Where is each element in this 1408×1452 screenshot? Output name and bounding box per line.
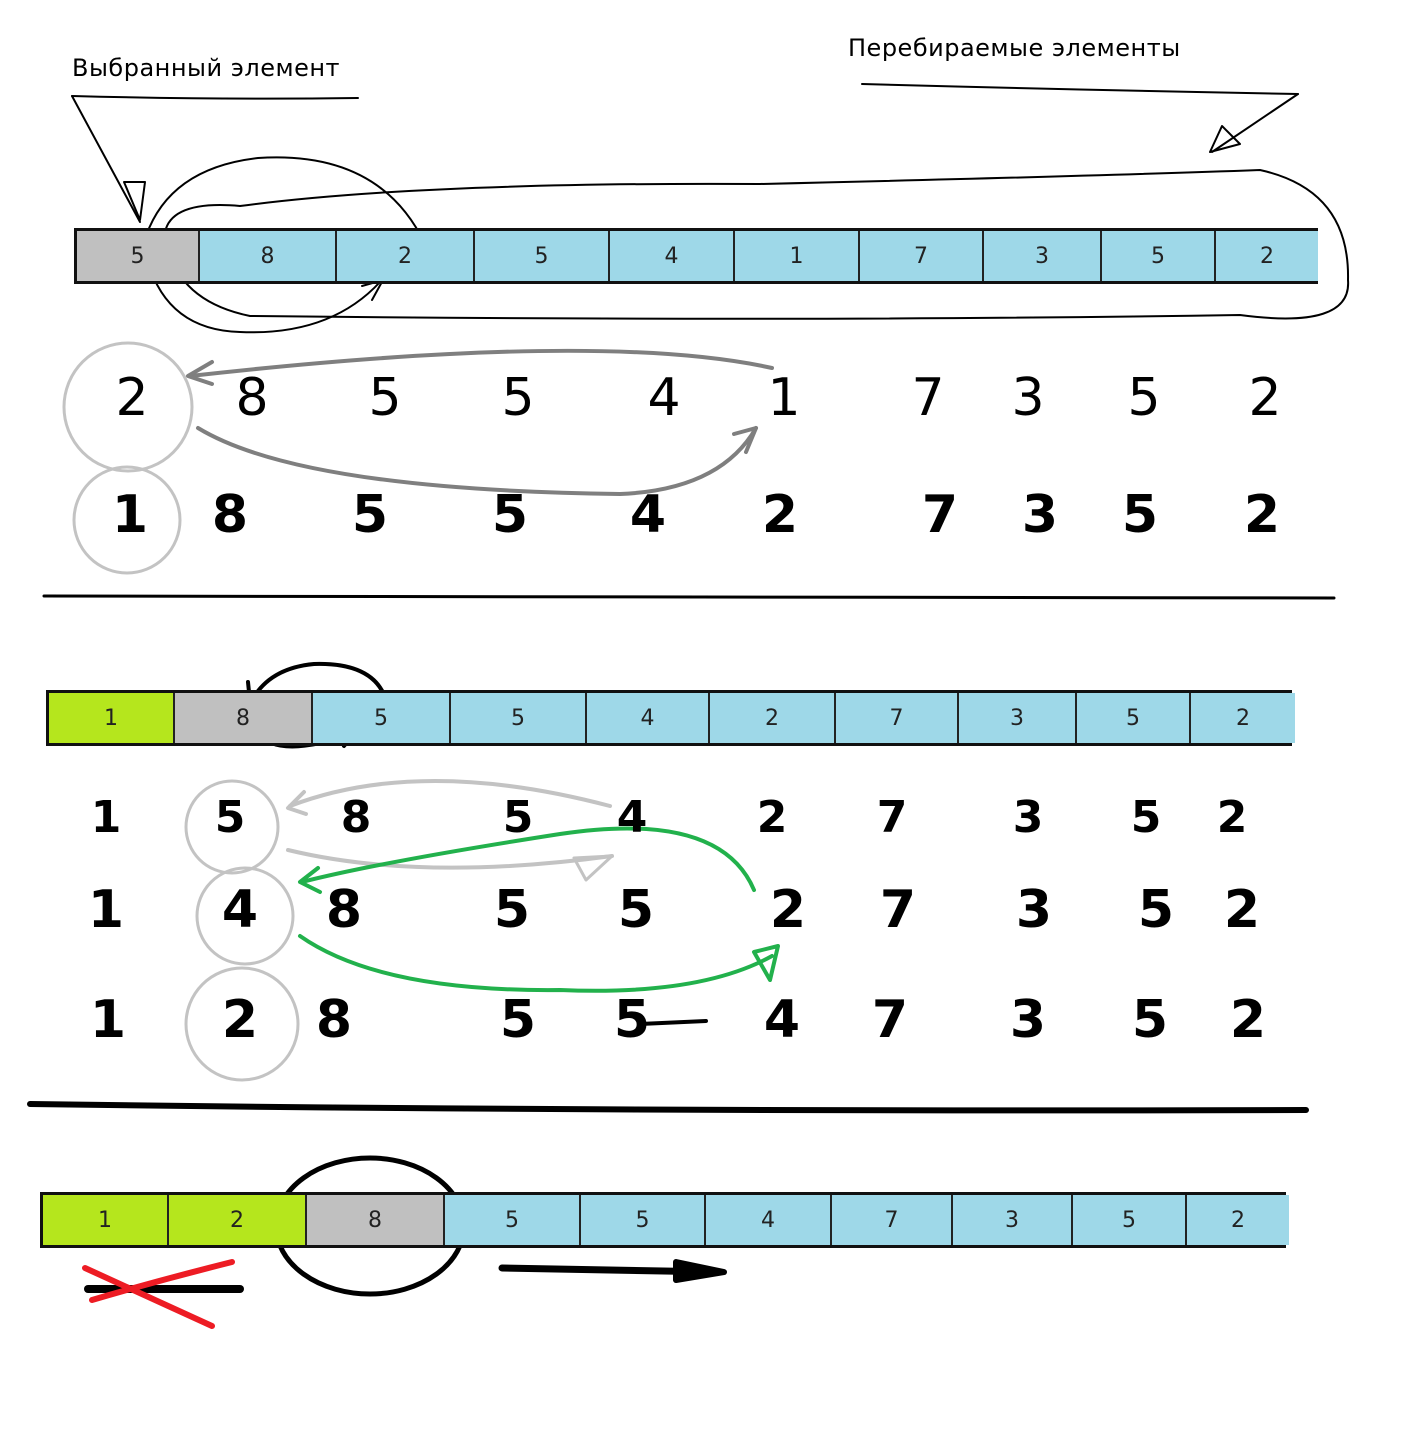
handwritten-digit: 5: [1127, 368, 1161, 428]
handwritten-digit: 1: [111, 485, 149, 545]
handwritten-digit: 8: [325, 880, 363, 940]
array-cell: 5: [451, 693, 587, 743]
handwritten-digit: 8: [315, 990, 353, 1050]
label-iterated-elements: Перебираемые элементы: [848, 34, 1181, 62]
array-cell: 7: [832, 1195, 953, 1245]
array-cell: 2: [710, 693, 836, 743]
array-cell: 5: [1102, 231, 1216, 281]
handwritten-digit: 2: [221, 990, 259, 1050]
handwritten-digit: 5: [499, 990, 537, 1050]
handwritten-digit: 5: [214, 792, 246, 843]
circle-highlight: [62, 341, 194, 473]
array-cell: 1: [43, 1195, 169, 1245]
handwritten-digit: 5: [1130, 792, 1162, 843]
handwritten-digit: 4: [221, 880, 259, 940]
array-cell: 2: [169, 1195, 307, 1245]
handwritten-digit: 2: [115, 368, 149, 428]
handwritten-digit: 2: [1243, 485, 1281, 545]
handwritten-digit: 2: [1216, 792, 1248, 843]
handwritten-digit: 5: [351, 485, 389, 545]
array-cell: 8: [307, 1195, 445, 1245]
handwritten-digit: 2: [1223, 880, 1261, 940]
array-cell: 2: [1187, 1195, 1289, 1245]
array-cell: 5: [445, 1195, 581, 1245]
handwritten-digit: 5: [613, 990, 651, 1050]
handwritten-digit: 7: [879, 880, 917, 940]
handwritten-digit: 4: [616, 792, 648, 843]
array-cell: 3: [984, 231, 1102, 281]
array-cell: 2: [337, 231, 475, 281]
handwritten-digit: 2: [1229, 990, 1267, 1050]
handwritten-digit: 7: [911, 368, 945, 428]
handwritten-digit: 8: [235, 368, 269, 428]
handwritten-digit: 5: [617, 880, 655, 940]
handwritten-digit: 1: [767, 368, 801, 428]
handwritten-digit: 5: [1137, 880, 1175, 940]
array-cell: 5: [77, 231, 200, 281]
handwritten-digit: 5: [501, 368, 535, 428]
handwritten-digit: 7: [876, 792, 908, 843]
array-cell: 7: [836, 693, 959, 743]
handwritten-digit: 5: [368, 368, 402, 428]
handwritten-digit: 5: [1121, 485, 1159, 545]
handwritten-digit: 5: [493, 880, 531, 940]
handwritten-digit: 8: [340, 792, 372, 843]
array-cell: 8: [175, 693, 313, 743]
handwritten-digit: 2: [756, 792, 788, 843]
handwritten-digit: 7: [871, 990, 909, 1050]
array-cell: 8: [200, 231, 337, 281]
array-cell: 2: [1216, 231, 1318, 281]
handwritten-digit: 3: [1011, 368, 1045, 428]
handwritten-digit: 2: [769, 880, 807, 940]
handwritten-digit: 5: [491, 485, 529, 545]
handwritten-digit: 2: [1248, 368, 1282, 428]
handwritten-digit: 4: [647, 368, 681, 428]
array-cell: 3: [959, 693, 1077, 743]
label-selected-element: Выбранный элемент: [72, 54, 341, 82]
handwritten-digit: 1: [87, 880, 125, 940]
array-cell: 2: [1191, 693, 1295, 743]
circle-highlight: [72, 465, 182, 575]
handwritten-digit: 1: [89, 990, 127, 1050]
array-cell: 4: [706, 1195, 832, 1245]
handwritten-digit: 2: [761, 485, 799, 545]
array-cell: 4: [587, 693, 710, 743]
handwritten-digit: 5: [1131, 990, 1169, 1050]
array-cell: 5: [475, 231, 610, 281]
handwritten-digit: 7: [921, 485, 959, 545]
array-cell: 5: [313, 693, 451, 743]
array-cell: 5: [1077, 693, 1191, 743]
handwritten-digit: 1: [90, 792, 122, 843]
array-cell: 7: [860, 231, 984, 281]
array-cell: 5: [1073, 1195, 1187, 1245]
circle-highlight: [195, 866, 295, 966]
handwritten-digit: 3: [1015, 880, 1053, 940]
handwritten-digit: 4: [763, 990, 801, 1050]
handwritten-digit: 3: [1009, 990, 1047, 1050]
array-cell: 5: [581, 1195, 706, 1245]
array-cell: 4: [610, 231, 735, 281]
handwritten-digit: 5: [502, 792, 534, 843]
handwritten-digit: 4: [629, 485, 667, 545]
array-cell: 3: [953, 1195, 1073, 1245]
array-cell: 1: [49, 693, 175, 743]
array-cell: 1: [735, 231, 860, 281]
handwritten-digit: 3: [1021, 485, 1059, 545]
handwritten-digit: 8: [211, 485, 249, 545]
circle-highlight: [184, 779, 280, 875]
circle-highlight: [184, 966, 300, 1082]
handwritten-digit: 3: [1012, 792, 1044, 843]
